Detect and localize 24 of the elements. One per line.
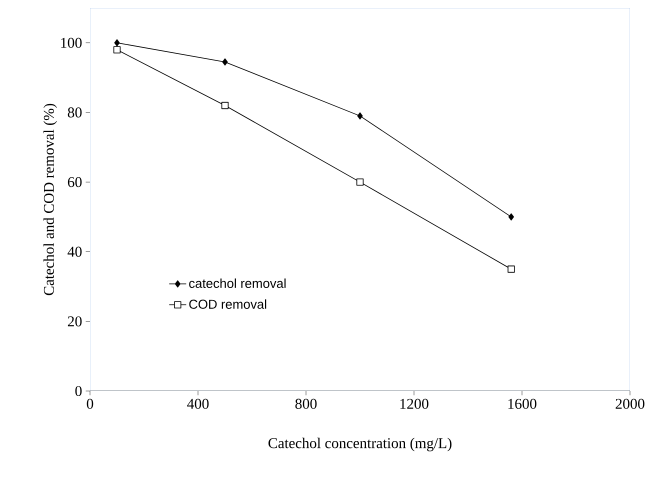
y-tick-label: 40 [68,246,82,257]
point [508,266,515,273]
x-tick-label: 2000 [616,398,644,409]
y-tick-label: 20 [68,316,82,326]
point [221,102,229,110]
point [114,39,120,46]
x-tick-label: 1600 [508,398,536,409]
y-tick-label: 100 [61,38,82,48]
legend-label: COD removal [189,299,266,309]
y-tick-label: 0 [75,386,82,396]
point [222,58,228,66]
point [356,178,364,186]
x-tick-label: 400 [187,398,209,409]
point [357,112,363,120]
point [113,46,121,54]
point [508,213,514,220]
y-tick-label: 60 [68,177,82,188]
y-axis-title: Catechol and COD removal (%) [43,104,57,296]
x-axis-title: Catechol concentration (mg/L) [268,438,452,452]
x-tick-label: 0 [86,398,94,409]
legend-label: catechol removal [189,278,286,288]
x-tick-label: 800 [295,398,317,409]
x-tick-label: 1200 [400,398,428,409]
y-tick-label: 80 [68,107,82,118]
